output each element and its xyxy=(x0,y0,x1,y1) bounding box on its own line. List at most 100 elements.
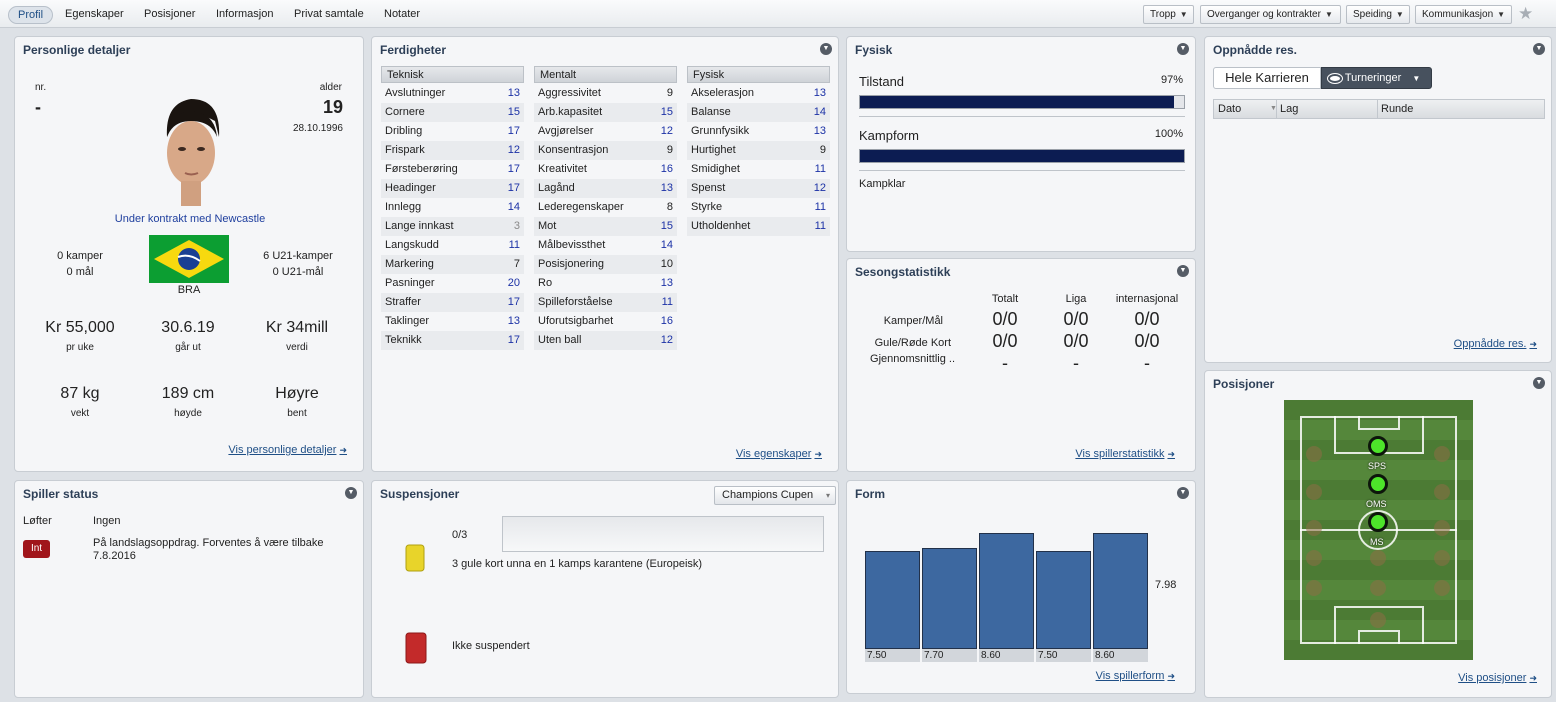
stat-value: 0/0 xyxy=(1134,331,1160,351)
chevron-down-icon[interactable]: ▼ xyxy=(1533,377,1545,389)
skill-row[interactable]: Posisjonering 10 xyxy=(534,255,677,274)
achievements-link[interactable]: Oppnådde res. ➜ xyxy=(1454,338,1537,350)
condition-value: 97% xyxy=(1160,74,1183,86)
skill-name: Grunnfysikk xyxy=(691,125,750,137)
skill-row[interactable]: Utholdenhet 11 xyxy=(687,217,830,236)
skill-row[interactable]: Mot 15 xyxy=(534,217,677,236)
skill-row[interactable]: Lagånd 13 xyxy=(534,179,677,198)
competition-select[interactable]: Champions Cupen ▾ xyxy=(714,486,836,505)
tropp-button[interactable]: Tropp ▼ xyxy=(1143,5,1194,24)
chevron-down-icon[interactable]: ▼ xyxy=(1177,487,1189,499)
chevron-down-icon[interactable]: ▼ xyxy=(1177,43,1189,55)
skill-row[interactable]: Spilleforståelse 11 xyxy=(534,293,677,312)
skill-name: Innlegg xyxy=(385,201,422,213)
star-icon[interactable]: ★ xyxy=(1518,4,1534,23)
col-runde[interactable]: Runde xyxy=(1381,103,1414,115)
skill-row[interactable]: Avgjørelser 12 xyxy=(534,122,677,141)
skill-row[interactable]: Headinger 17 xyxy=(381,179,524,198)
stat-value: 0/0 xyxy=(1063,331,1089,351)
skill-row[interactable]: Langskudd 11 xyxy=(381,236,524,255)
skill-row[interactable]: Cornere 15 xyxy=(381,103,524,122)
skill-row[interactable]: Førsteberøring 17 xyxy=(381,160,524,179)
skill-row[interactable]: Grunnfysikk 13 xyxy=(687,122,830,141)
skill-row[interactable]: Dribling 17 xyxy=(381,122,524,141)
panel-title: Form xyxy=(855,487,885,501)
u21-goals: 0 U21-mål xyxy=(272,266,324,278)
position-dot-ms[interactable] xyxy=(1368,512,1388,532)
foot: Høyre xyxy=(275,385,319,402)
skills-link[interactable]: Vis egenskaper ➜ xyxy=(736,448,822,460)
skill-row[interactable]: Straffer 17 xyxy=(381,293,524,312)
skill-row[interactable]: Frispark 12 xyxy=(381,141,524,160)
col-dato[interactable]: Dato xyxy=(1218,103,1242,115)
skill-row[interactable]: Markering 7 xyxy=(381,255,524,274)
skill-row[interactable]: Målbevissthet 14 xyxy=(534,236,677,255)
tab-notater[interactable]: Notater xyxy=(384,8,421,20)
skill-row[interactable]: Lange innkast 3 xyxy=(381,217,524,236)
positions-link[interactable]: Vis posisjoner ➜ xyxy=(1458,672,1537,684)
chevron-down-icon[interactable]: ▼ xyxy=(1177,265,1189,277)
skill-row[interactable]: Pasninger 20 xyxy=(381,274,524,293)
tab-egenskaper[interactable]: Egenskaper xyxy=(65,8,124,20)
chevron-down-icon[interactable]: ▼ xyxy=(345,487,357,499)
skill-row[interactable]: Arb.kapasitet 15 xyxy=(534,103,677,122)
skill-row[interactable]: Lederegenskaper 8 xyxy=(534,198,677,217)
form-bar[interactable] xyxy=(979,533,1034,649)
form-bar[interactable] xyxy=(1036,551,1091,649)
form-bar-label: 7.50 xyxy=(865,649,920,662)
skill-name: Frispark xyxy=(385,144,425,156)
skill-row[interactable]: Teknikk 17 xyxy=(381,331,524,350)
skill-row[interactable]: Smidighet 11 xyxy=(687,160,830,179)
skill-row[interactable]: Balanse 14 xyxy=(687,103,830,122)
skill-row[interactable]: Aggressivitet 9 xyxy=(534,84,677,103)
chevron-down-icon[interactable]: ▼ xyxy=(820,43,832,55)
skill-row[interactable]: Konsentrasjon 9 xyxy=(534,141,677,160)
speiding-button[interactable]: Speiding ▼ xyxy=(1346,5,1410,24)
skill-row[interactable]: Hurtighet 9 xyxy=(687,141,830,160)
skill-value: 11 xyxy=(508,239,520,251)
tab-privat-samtale[interactable]: Privat samtale xyxy=(294,8,364,20)
col-lag[interactable]: Lag xyxy=(1280,103,1299,115)
skill-row[interactable]: Akselerasjon 13 xyxy=(687,84,830,103)
form-bar[interactable] xyxy=(922,548,977,649)
chevron-down-icon: ▼ xyxy=(1179,10,1188,19)
kommunikasjon-button[interactable]: Kommunikasjon ▼ xyxy=(1415,5,1512,24)
form-link[interactable]: Vis spillerform ➜ xyxy=(1096,670,1175,682)
skill-row[interactable]: Uten ball 12 xyxy=(534,331,677,350)
position-slot xyxy=(1434,550,1450,566)
form-bar[interactable] xyxy=(1093,533,1148,649)
contract-link[interactable]: Under kontrakt med Newcastle xyxy=(114,213,266,225)
season-stats-link[interactable]: Vis spillerstatistikk ➜ xyxy=(1075,448,1175,460)
row-label: Kamper/Mål xyxy=(883,315,943,327)
skill-value: 12 xyxy=(507,144,520,156)
value-label: verdi xyxy=(286,342,308,353)
skill-name: Spenst xyxy=(691,182,726,194)
centre-circle xyxy=(1358,510,1398,550)
skills-panel: Ferdigheter ▼ Teknisk Avslutninger 13 Corne… xyxy=(371,36,839,472)
tab-informasjon[interactable]: Informasjon xyxy=(216,8,274,20)
height-label: høyde xyxy=(174,408,202,419)
skill-row[interactable]: Ro 13 xyxy=(534,274,677,293)
skill-row[interactable]: Kreativitet 16 xyxy=(534,160,677,179)
yellow-count: 0/3 xyxy=(452,529,468,541)
panel-title: Fysisk xyxy=(855,43,893,57)
tournaments-segment[interactable]: Turneringer ▼ xyxy=(1321,67,1432,89)
tab-profil[interactable]: Profil xyxy=(8,6,54,24)
position-dot-oms[interactable] xyxy=(1368,474,1388,494)
position-slot xyxy=(1370,550,1386,566)
personal-details-link[interactable]: Vis personlige detaljer ➜ xyxy=(228,444,347,456)
skill-row[interactable]: Avslutninger 13 xyxy=(381,84,524,103)
overganger-button[interactable]: Overganger og kontrakter ▼ xyxy=(1200,5,1341,24)
weight: 87 kg xyxy=(60,385,100,402)
chevron-down-icon[interactable]: ▼ xyxy=(1533,43,1545,55)
skill-row[interactable]: Taklinger 13 xyxy=(381,312,524,331)
skill-row[interactable]: Styrke 11 xyxy=(687,198,830,217)
skill-row[interactable]: Innlegg 14 xyxy=(381,198,524,217)
tab-posisjoner[interactable]: Posisjoner xyxy=(144,8,196,20)
career-segment[interactable]: Hele Karrieren xyxy=(1213,67,1321,89)
skill-row[interactable]: Spenst 12 xyxy=(687,179,830,198)
skill-row[interactable]: Uforutsigbarhet 16 xyxy=(534,312,677,331)
position-dot-sps[interactable] xyxy=(1368,436,1388,456)
form-bar[interactable] xyxy=(865,551,920,649)
col-internasjonal: internasjonal xyxy=(1115,293,1179,305)
